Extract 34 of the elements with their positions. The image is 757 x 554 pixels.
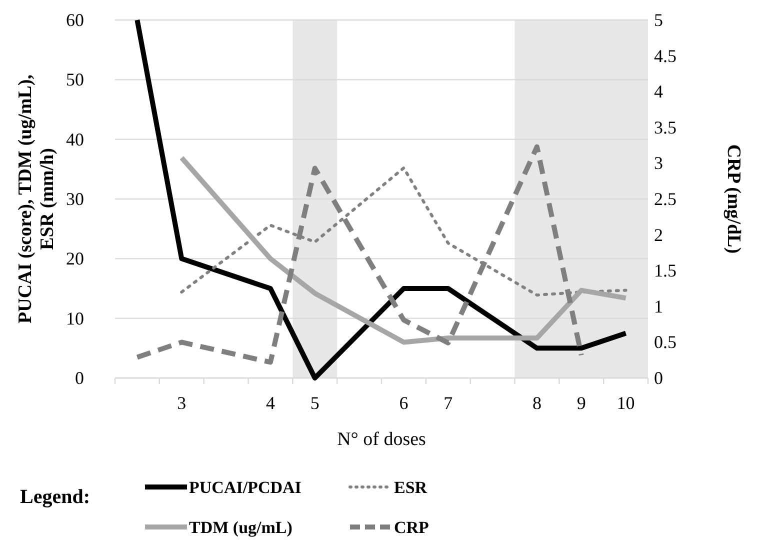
x-tick-label: 9 xyxy=(576,393,586,413)
x-axis-title: N° of doses xyxy=(337,429,426,450)
y2-tick-label: 3 xyxy=(654,153,663,174)
y-tick-label: 40 xyxy=(66,129,84,150)
y2-tick-label: 2.5 xyxy=(654,189,676,209)
legend-label: PUCAI/PCDAI xyxy=(189,478,302,497)
y2-tick-label: 3.5 xyxy=(654,117,676,138)
x-tick-label: 7 xyxy=(444,393,453,413)
x-tick-label: 10 xyxy=(616,393,635,413)
x-tick-label: 3 xyxy=(177,393,186,413)
x-tick-label: 6 xyxy=(399,393,408,413)
x-tick-label: 4 xyxy=(266,393,275,413)
y2-tick-label: 0 xyxy=(654,368,663,388)
y-axis-title: PUCAI (score), TDM (ug/mL), ESR (mm/h) xyxy=(15,74,58,324)
y2-tick-label: 0.5 xyxy=(654,332,676,352)
y-tick-label: 0 xyxy=(75,368,84,388)
legend-label: CRP xyxy=(394,518,429,537)
y-tick-label: 60 xyxy=(66,10,84,30)
y-tick-label: 30 xyxy=(66,189,84,209)
y-tick-label: 10 xyxy=(66,308,84,328)
y-tick-label: 50 xyxy=(66,70,84,90)
legend-title: Legend: xyxy=(20,486,90,508)
y-tick-label: 20 xyxy=(66,248,84,269)
legend-label: TDM (ug/mL) xyxy=(189,518,292,537)
y2-tick-label: 1 xyxy=(654,296,663,316)
x-tick-label: 8 xyxy=(532,393,542,413)
y2-tick-label: 5 xyxy=(654,10,663,30)
y2-tick-label: 1.5 xyxy=(654,260,676,281)
y2-tick-label: 4 xyxy=(654,82,663,102)
y2-tick-label: 2 xyxy=(654,224,663,245)
y2-axis-title: CRP (mg/dL) xyxy=(723,144,744,254)
y2-tick-label: 4.5 xyxy=(654,46,676,66)
x-tick-label: 5 xyxy=(310,393,320,413)
legend-label: ESR xyxy=(394,478,428,497)
